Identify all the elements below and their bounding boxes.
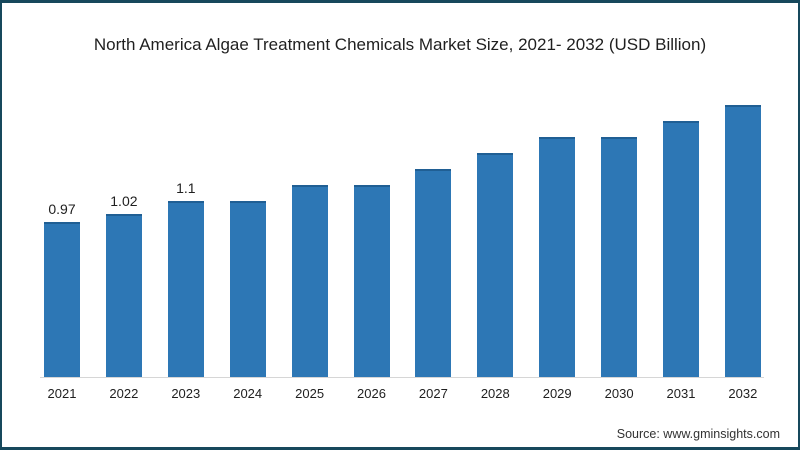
x-tick-label-2031: 2031 [666, 386, 696, 401]
plot-area: 0.97 2021 1.02 2022 1.1 2023 2024 2025 2026 2027 2… [2, 3, 798, 447]
chart-title: North America Algae Treatment Chemicals … [93, 35, 707, 54]
x-tick-label-2024: 2024 [233, 386, 263, 401]
x-tick-label-2027: 2027 [418, 386, 448, 401]
bar-2028 [477, 153, 514, 377]
bar-2021 [44, 222, 80, 377]
x-tick-label-2030: 2030 [604, 386, 634, 401]
bar-value-label-2022: 1.02 [110, 193, 138, 209]
bar-2026 [353, 185, 390, 377]
x-tick-label-2029: 2029 [542, 386, 572, 401]
source-credit: Source: www.gminsights.com [616, 427, 780, 441]
x-tick-label-2032: 2032 [728, 386, 758, 401]
bar-2032 [724, 105, 761, 377]
x-axis-line [40, 377, 764, 378]
bar-2031 [663, 121, 699, 377]
bar-2029 [539, 137, 576, 377]
bar-value-label-2021: 0.97 [48, 201, 76, 217]
bar-2030 [601, 137, 638, 377]
x-tick-label-2025: 2025 [295, 386, 325, 401]
x-tick-label-2023: 2023 [171, 386, 201, 401]
bar-2022 [105, 214, 142, 377]
x-tick-label-2028: 2028 [480, 386, 510, 401]
x-tick-label-2026: 2026 [357, 386, 386, 401]
x-tick-label-2022: 2022 [109, 386, 139, 401]
bar-value-label-2023: 1.1 [176, 180, 196, 196]
bar-2023 [167, 201, 204, 377]
bar-2025 [291, 185, 328, 377]
x-tick-label-2021: 2021 [47, 386, 77, 401]
bar-2027 [415, 169, 452, 377]
bar-2024 [229, 201, 266, 377]
